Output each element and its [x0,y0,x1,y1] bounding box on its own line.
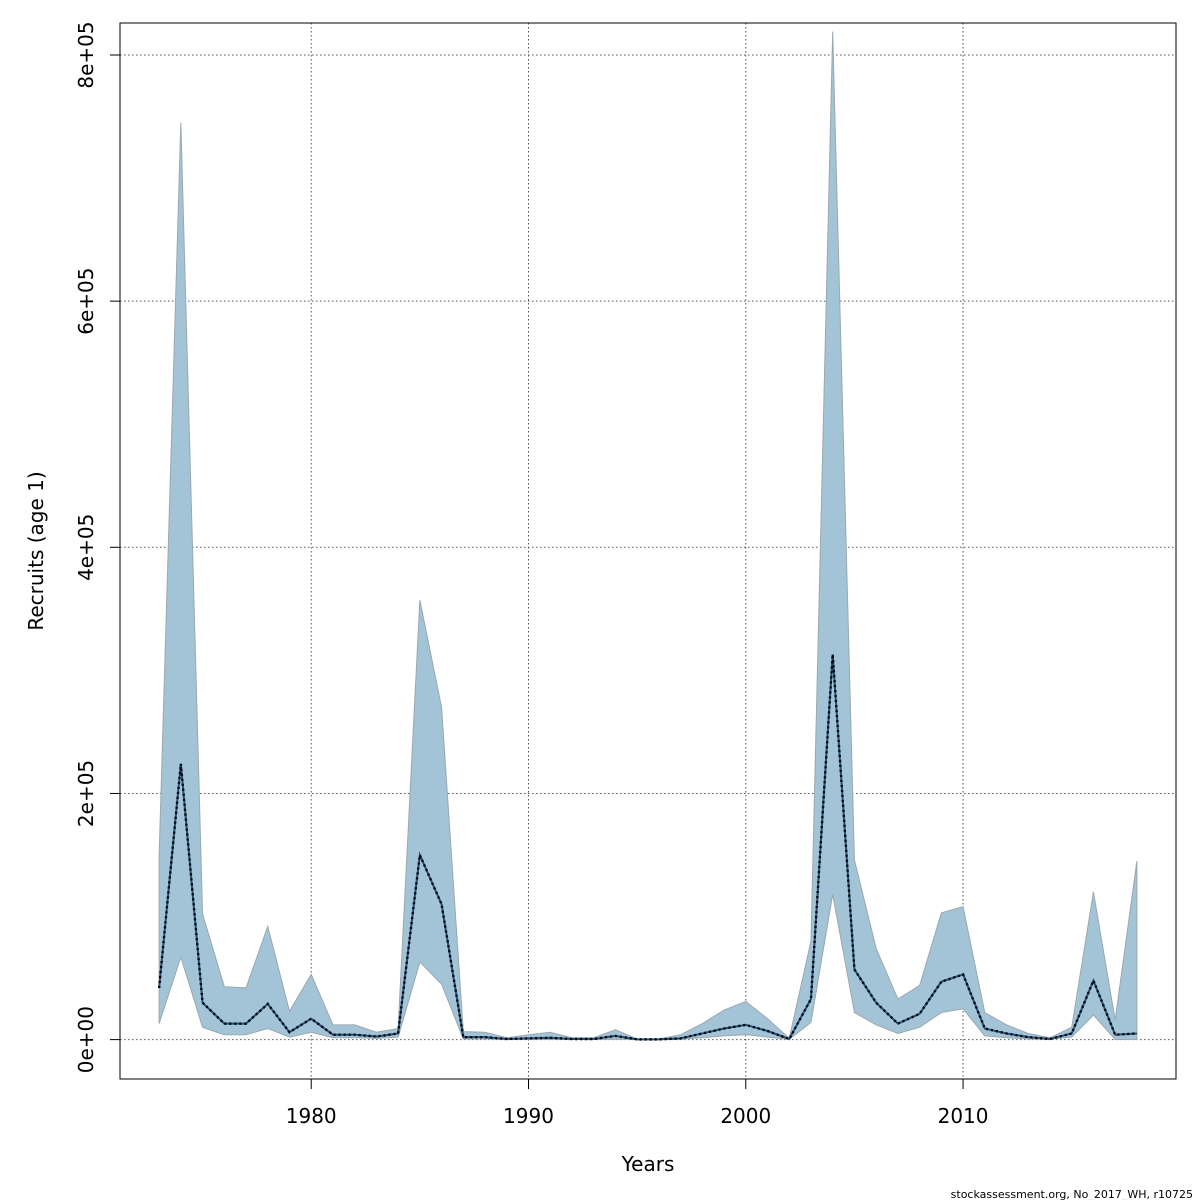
y-tick-label-4e+05: 4e+05 [74,514,98,581]
x-tick-label-2000: 2000 [720,1104,771,1128]
estimate-line-base [158,654,1137,1041]
x-axis: 1980 1990 2000 2010 [286,1079,989,1128]
y-tick-label-0e+00: 0e+00 [74,1006,98,1073]
y-axis: 0e+00 2e+05 4e+05 6e+05 8e+05 [74,21,120,1073]
grid-lines [120,23,1176,1079]
x-tick-label-2010: 2010 [938,1104,989,1128]
confidence-band-area [158,31,1138,1041]
x-axis-title: Years [621,1152,675,1176]
x-tick-label-1980: 1980 [286,1104,337,1128]
confidence-band [158,31,1138,1041]
y-tick-label-6e+05: 6e+05 [74,268,98,335]
plot-frame [119,22,1177,1080]
estimate-line-dotted [157,654,1137,1041]
y-tick-label-8e+05: 8e+05 [74,21,98,88]
y-axis-title: Recruits (age 1) [24,471,48,630]
y-tick-label-2e+05: 2e+05 [74,760,98,827]
x-tick-label-1990: 1990 [503,1104,554,1128]
estimate-line [157,654,1137,1041]
footer-credit: stockassessment.org, No_2017_WH, r10725 [951,1188,1193,1200]
